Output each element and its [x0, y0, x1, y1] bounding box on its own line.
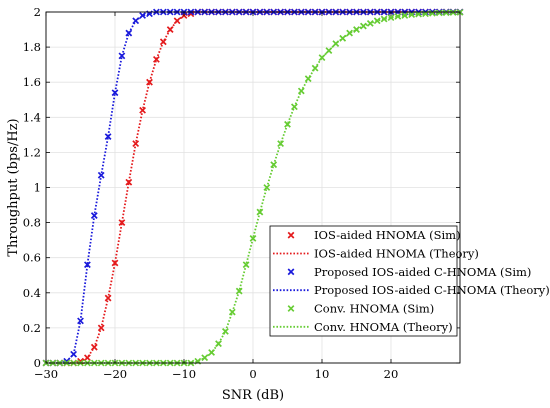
x-tick-label: 10	[315, 367, 330, 381]
data-point	[118, 52, 126, 60]
y-tick-label: 0.8	[23, 216, 41, 230]
legend-entry: IOS-aided HNOMA (Theory)	[273, 247, 479, 261]
legend-marker-swatch	[287, 268, 295, 276]
data-point	[118, 219, 126, 227]
data-point	[125, 29, 133, 37]
data-point	[104, 133, 112, 141]
legend-marker-swatch	[287, 231, 295, 239]
data-point	[387, 14, 395, 22]
y-tick-label: 0.4	[23, 286, 41, 300]
y-tick-label: 0.6	[23, 251, 41, 265]
legend-label: Proposed IOS-aided C-HNOMA (Theory)	[314, 283, 550, 297]
legend-entry: Proposed IOS-aided C-HNOMA (Sim)	[287, 265, 531, 279]
y-tick-label: 1.8	[23, 40, 41, 54]
data-point	[111, 89, 119, 97]
data-point	[249, 234, 257, 242]
y-tick-label: 1.4	[23, 110, 41, 124]
y-tick-label: 0.2	[23, 321, 41, 335]
y-tick-label: 2	[34, 5, 41, 19]
legend-label: IOS-aided HNOMA (Sim)	[314, 228, 461, 242]
legend-marker-swatch	[287, 305, 295, 312]
data-point	[235, 287, 243, 295]
legend-entry: Conv. HNOMA (Theory)	[273, 320, 453, 334]
data-point	[401, 12, 409, 19]
legend-entry: Conv. HNOMA (Sim)	[287, 302, 434, 316]
data-point	[408, 11, 416, 19]
legend: IOS-aided HNOMA (Sim) IOS-aided HNOMA (Th…	[269, 225, 550, 337]
data-point	[277, 140, 285, 148]
data-point	[428, 9, 436, 17]
legend-label: Conv. HNOMA (Theory)	[314, 320, 453, 334]
y-tick-label: 1.6	[23, 75, 41, 89]
data-point	[394, 12, 402, 20]
legend-label: Proposed IOS-aided C-HNOMA (Sim)	[314, 265, 531, 279]
legend-box	[269, 225, 458, 337]
y-tick-label: 1.2	[23, 145, 41, 159]
data-point	[139, 12, 147, 19]
data-point	[242, 261, 250, 269]
legend-label: IOS-aided HNOMA (Theory)	[314, 247, 479, 261]
x-axis-label: SNR (dB)	[222, 388, 284, 403]
data-point	[373, 17, 381, 25]
data-point	[318, 54, 326, 62]
y-tick-label: 1	[34, 181, 41, 195]
x-tick-label: −30	[34, 367, 58, 381]
data-point	[284, 120, 291, 128]
series-5	[42, 8, 464, 367]
data-point	[83, 261, 91, 269]
y-axis-label: Throughput (bps/Hz)	[6, 118, 21, 256]
x-tick-label: 20	[384, 367, 399, 381]
y-tick-label: 0	[34, 356, 41, 370]
data-point	[125, 178, 133, 186]
data-point	[256, 208, 264, 216]
data-point	[228, 308, 236, 316]
data-point	[380, 15, 388, 23]
x-tick-label: −10	[172, 367, 196, 381]
data-point	[146, 78, 153, 86]
legend-entry: IOS-aided HNOMA (Sim)	[287, 228, 461, 242]
data-point	[152, 55, 160, 63]
x-tick-label: 0	[249, 367, 256, 381]
x-tick-label: −20	[103, 367, 127, 381]
legend-entry: Proposed IOS-aided C-HNOMA (Theory)	[273, 283, 550, 297]
data-point	[111, 259, 119, 267]
legend-label: Conv. HNOMA (Sim)	[314, 302, 434, 316]
